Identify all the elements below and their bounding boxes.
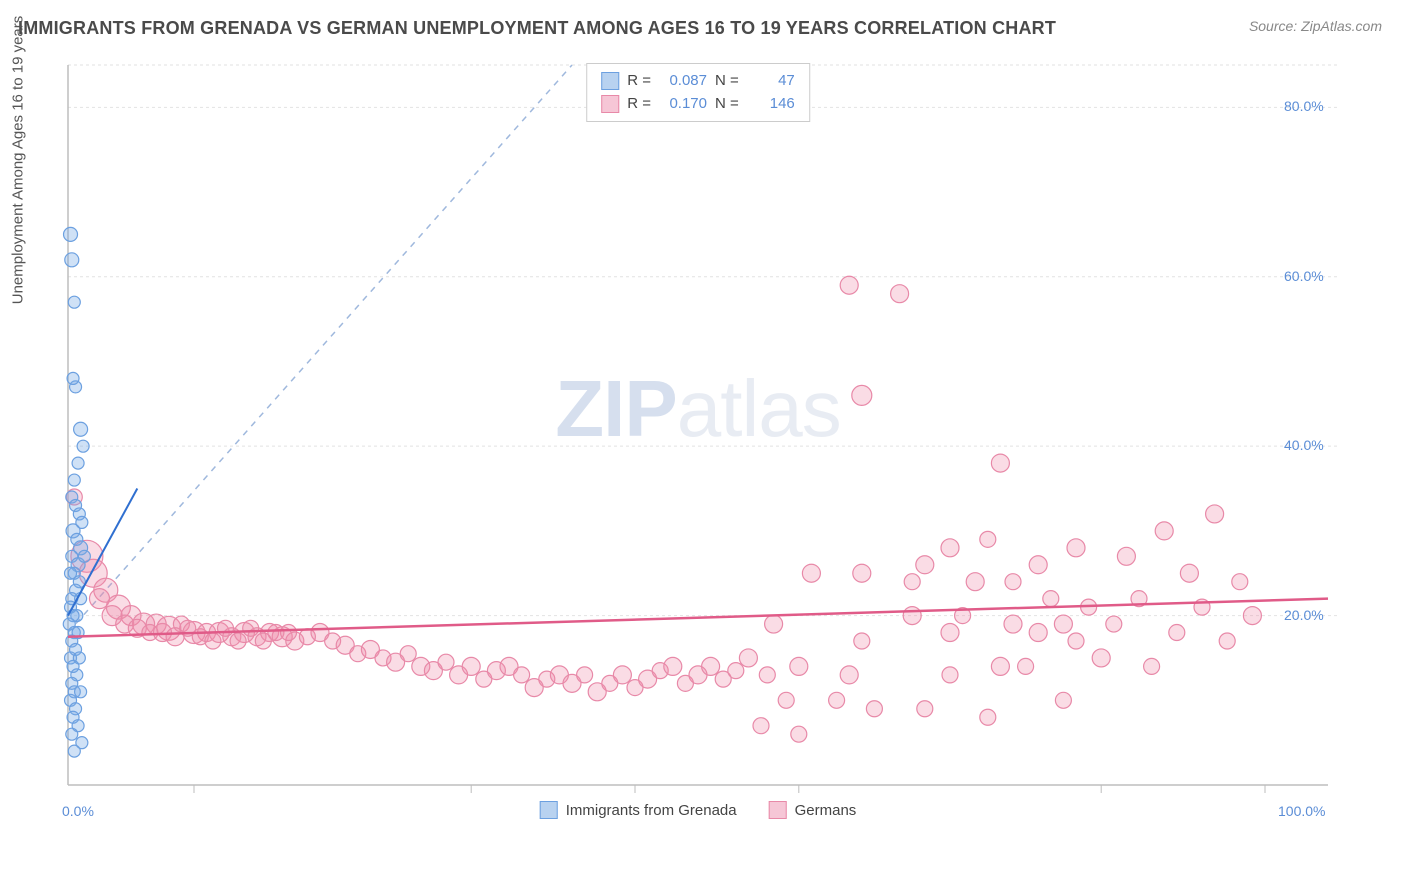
x-tick-100: 100.0% [1278, 803, 1325, 819]
y-tick-40: 40.0% [1284, 437, 1324, 453]
y-tick-20: 20.0% [1284, 607, 1324, 623]
r-label: R = [627, 93, 651, 116]
r-value-grenada: 0.087 [659, 70, 707, 93]
swatch-grenada-icon [601, 72, 619, 90]
y-axis-label: Unemployment Among Ages 16 to 19 years [10, 16, 27, 305]
source-attribution: Source: ZipAtlas.com [1249, 18, 1382, 34]
legend-stats-box: R = 0.087 N = 47 R = 0.170 N = 146 [586, 63, 810, 122]
swatch-germans-icon [769, 801, 787, 819]
n-label: N = [715, 70, 739, 93]
x-tick-0: 0.0% [62, 803, 94, 819]
legend-label-grenada: Immigrants from Grenada [566, 802, 737, 819]
n-label: N = [715, 93, 739, 116]
r-label: R = [627, 70, 651, 93]
swatch-germans-icon [601, 95, 619, 113]
chart-title: IMMIGRANTS FROM GRENADA VS GERMAN UNEMPL… [18, 18, 1056, 39]
n-value-germans: 146 [747, 93, 795, 116]
swatch-grenada-icon [540, 801, 558, 819]
chart-area: Unemployment Among Ages 16 to 19 years R… [58, 55, 1338, 825]
scatter-plot [58, 55, 1338, 825]
y-tick-60: 60.0% [1284, 268, 1324, 284]
r-value-germans: 0.170 [659, 93, 707, 116]
bottom-legend: Immigrants from Grenada Germans [540, 801, 857, 819]
y-tick-80: 80.0% [1284, 98, 1324, 114]
legend-stats-row-grenada: R = 0.087 N = 47 [601, 70, 795, 93]
legend-label-germans: Germans [795, 802, 857, 819]
bottom-legend-item-grenada: Immigrants from Grenada [540, 801, 737, 819]
header: IMMIGRANTS FROM GRENADA VS GERMAN UNEMPL… [0, 0, 1406, 39]
legend-stats-row-germans: R = 0.170 N = 146 [601, 93, 795, 116]
n-value-grenada: 47 [747, 70, 795, 93]
bottom-legend-item-germans: Germans [769, 801, 857, 819]
